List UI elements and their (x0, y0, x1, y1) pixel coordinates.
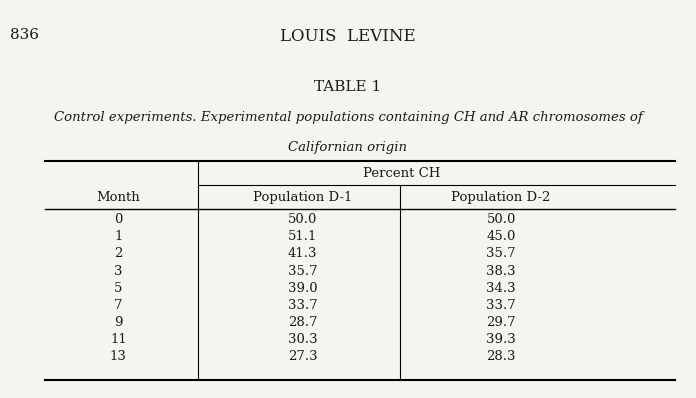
Text: 1: 1 (114, 230, 122, 243)
Text: 3: 3 (114, 265, 122, 277)
Text: 50.0: 50.0 (288, 213, 317, 226)
Text: 35.7: 35.7 (487, 248, 516, 260)
Text: Population D-1: Population D-1 (253, 191, 352, 203)
Text: 13: 13 (110, 350, 127, 363)
Text: Control experiments. Experimental populations containing CH and AR chromosomes o: Control experiments. Experimental popula… (54, 111, 642, 125)
Text: 33.7: 33.7 (487, 299, 516, 312)
Text: 7: 7 (114, 299, 122, 312)
Text: 30.3: 30.3 (288, 333, 317, 346)
Text: 836: 836 (10, 28, 40, 42)
Text: 28.3: 28.3 (487, 350, 516, 363)
Text: 39.3: 39.3 (487, 333, 516, 346)
Text: Percent CH: Percent CH (363, 167, 441, 179)
Text: 39.0: 39.0 (288, 282, 317, 295)
Text: TABLE 1: TABLE 1 (315, 80, 381, 94)
Text: 38.3: 38.3 (487, 265, 516, 277)
Text: 27.3: 27.3 (288, 350, 317, 363)
Text: Population D-2: Population D-2 (452, 191, 551, 203)
Text: 29.7: 29.7 (487, 316, 516, 329)
Text: 51.1: 51.1 (288, 230, 317, 243)
Text: 2: 2 (114, 248, 122, 260)
Text: 5: 5 (114, 282, 122, 295)
Text: 41.3: 41.3 (288, 248, 317, 260)
Text: LOUIS  LEVINE: LOUIS LEVINE (280, 28, 416, 45)
Text: 28.7: 28.7 (288, 316, 317, 329)
Text: 33.7: 33.7 (288, 299, 317, 312)
Text: 9: 9 (114, 316, 122, 329)
Text: 0: 0 (114, 213, 122, 226)
Text: 45.0: 45.0 (487, 230, 516, 243)
Text: Californian origin: Californian origin (289, 141, 407, 154)
Text: 11: 11 (110, 333, 127, 346)
Text: 50.0: 50.0 (487, 213, 516, 226)
Text: 35.7: 35.7 (288, 265, 317, 277)
Text: Month: Month (97, 191, 140, 203)
Text: 34.3: 34.3 (487, 282, 516, 295)
